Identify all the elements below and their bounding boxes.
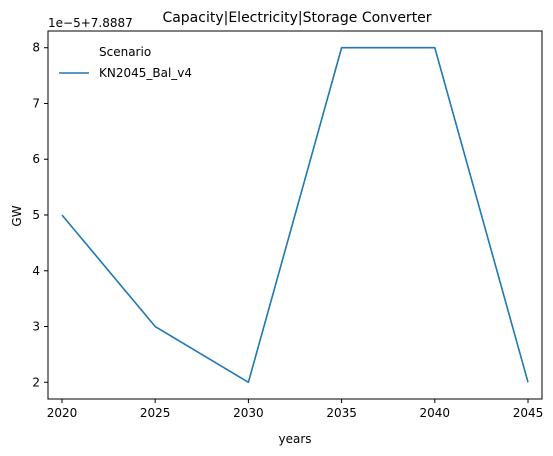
chart-title: Capacity|Electricity|Storage Converter (162, 10, 431, 26)
x-tick-label: 2025 (140, 406, 171, 420)
x-axis-label: years (278, 432, 311, 446)
y-axis-label: GW (10, 205, 24, 226)
x-tick-label: 2040 (420, 406, 451, 420)
x-tick-label: 2035 (326, 406, 357, 420)
legend-series-label: KN2045_Bal_v4 (99, 66, 192, 80)
series-line (61, 46, 529, 384)
plot-area: 2020 2025 2030 2035 2040 2045 2 3 4 5 6 7 8 (32, 30, 544, 420)
y-axis-ticks: 2 3 4 5 6 7 8 (32, 41, 48, 389)
y-tick-label: 3 (32, 320, 40, 334)
y-tick-label: 6 (32, 152, 40, 166)
x-axis-ticks: 2020 2025 2030 2035 2040 2045 (47, 399, 544, 420)
legend-title: Scenario (99, 45, 151, 59)
y-tick-label: 2 (32, 375, 40, 389)
x-tick-label: 2030 (233, 406, 264, 420)
y-tick-label: 7 (32, 96, 40, 110)
y-tick-label: 4 (32, 264, 40, 278)
x-tick-label: 2020 (47, 406, 78, 420)
legend: Scenario KN2045_Bal_v4 (59, 45, 192, 80)
x-tick-label: 2045 (513, 406, 544, 420)
y-tick-label: 8 (32, 41, 40, 55)
y-axis-offset-text: 1e−5+7.8887 (48, 16, 133, 30)
y-tick-label: 5 (32, 208, 40, 222)
series-group (61, 46, 529, 384)
